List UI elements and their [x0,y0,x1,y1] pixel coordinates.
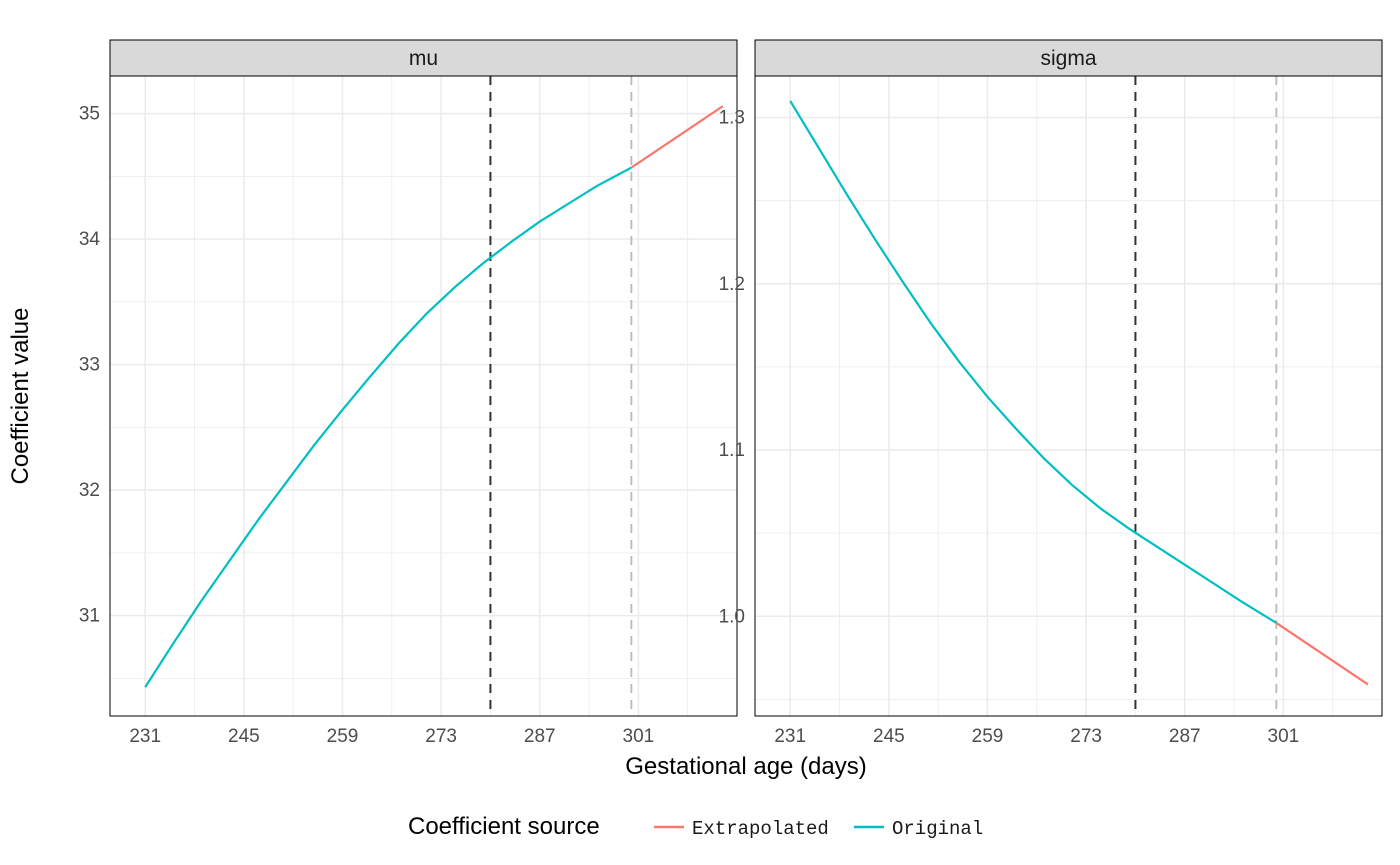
y-tick-label: 31 [79,606,100,627]
x-tick-label: 259 [972,726,1004,747]
x-tick-label: 273 [425,726,457,747]
legend: Coefficient source Extrapolated Original [408,813,983,840]
facet-mu: mu 231 245 259 273 287 301 31 32 33 34 35 [79,40,737,747]
x-tick-label: 287 [1169,726,1201,747]
panel-background [755,76,1382,716]
facet-strip-label: mu [409,47,438,70]
x-tick-label: 245 [228,726,260,747]
x-tick-label: 287 [524,726,556,747]
x-tick-label: 231 [774,726,806,747]
x-tick-label: 301 [1268,726,1300,747]
y-tick-label: 1.1 [719,440,745,461]
y-tick-label: 1.0 [719,606,745,627]
y-axis-title: Coefficient value [7,308,34,485]
y-tick-label: 1.2 [719,274,745,295]
legend-item-label: Extrapolated [692,818,829,840]
legend-item-label: Original [892,818,983,840]
y-tick-label: 35 [79,104,100,125]
y-tick-label: 32 [79,480,100,501]
facet-strip-label: sigma [1040,47,1096,70]
chart-container: Coefficient value mu 231 245 259 273 287 301 31 3… [0,0,1400,865]
x-tick-label: 301 [623,726,655,747]
x-tick-label: 259 [327,726,359,747]
facet-sigma: sigma 231 245 259 273 287 301 1.0 1.1 1.2 1.3 [719,40,1382,747]
y-tick-label: 34 [79,229,101,250]
x-tick-label: 245 [873,726,905,747]
x-tick-label: 231 [129,726,161,747]
y-tick-label: 33 [79,355,100,376]
y-tick-label: 1.3 [719,108,745,129]
legend-title: Coefficient source [408,813,600,840]
panel-background [110,76,737,716]
x-tick-label: 273 [1070,726,1102,747]
faceted-line-chart: Coefficient value mu 231 245 259 273 287 301 31 3… [0,0,1400,865]
x-axis-title: Gestational age (days) [625,753,866,780]
